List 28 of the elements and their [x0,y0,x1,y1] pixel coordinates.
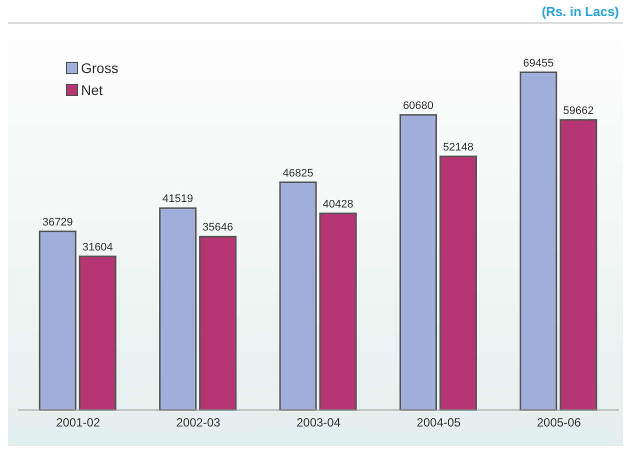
legend-label: Gross [81,60,118,76]
data-label: 36729 [42,216,73,228]
chart-subtitle: (Rs. in Lacs) [542,4,619,19]
data-label: 31604 [82,241,113,254]
legend-label: Net [81,82,103,98]
data-label: 59662 [563,104,594,117]
data-label: 46825 [282,167,314,180]
bar [399,114,437,411]
bar [520,72,558,411]
bar [78,256,116,411]
bar [38,230,76,411]
data-label: 52148 [442,141,474,154]
bar [199,236,237,411]
x-tick-label: 2004-05 [416,416,462,430]
x-tick-label: 2003-04 [296,416,341,430]
bar [319,212,357,411]
data-label: 41519 [162,193,194,206]
x-tick-label: 2005-06 [536,416,582,430]
data-label: 35646 [202,222,234,234]
data-label: 60680 [402,100,434,112]
bar [159,207,197,411]
x-tick-label: 2001-02 [56,416,100,430]
x-tick-label: 2002-03 [176,416,221,430]
bar [279,182,317,411]
bar [439,156,477,411]
bar [560,119,598,411]
data-label: 40428 [322,198,354,210]
data-label: 69455 [523,57,554,70]
